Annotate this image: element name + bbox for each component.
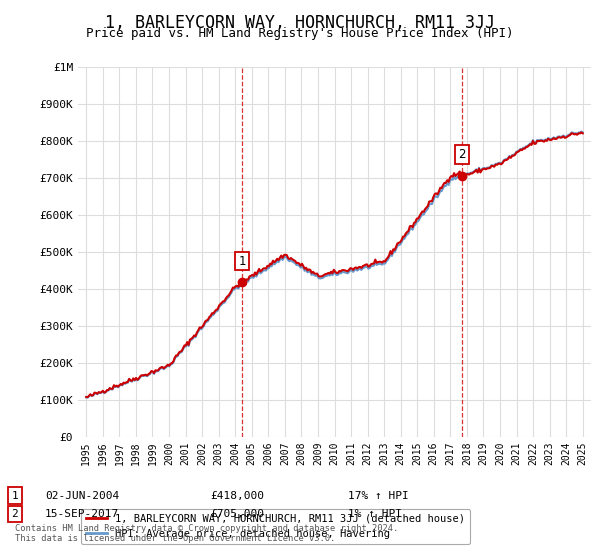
Text: 15-SEP-2017: 15-SEP-2017 [45, 509, 119, 519]
Text: 17% ↑ HPI: 17% ↑ HPI [348, 491, 409, 501]
Text: 2: 2 [11, 509, 19, 519]
Text: 1: 1 [238, 255, 246, 268]
Text: 02-JUN-2004: 02-JUN-2004 [45, 491, 119, 501]
Text: 2: 2 [458, 148, 466, 161]
Text: Contains HM Land Registry data © Crown copyright and database right 2024.: Contains HM Land Registry data © Crown c… [15, 524, 398, 533]
Text: This data is licensed under the Open Government Licence v3.0.: This data is licensed under the Open Gov… [15, 534, 335, 543]
Text: £418,000: £418,000 [210, 491, 264, 501]
Legend: 1, BARLEYCORN WAY, HORNCHURCH, RM11 3JJ (detached house), HPI: Average price, de: 1, BARLEYCORN WAY, HORNCHURCH, RM11 3JJ … [80, 508, 470, 544]
Text: £705,000: £705,000 [210, 509, 264, 519]
Text: 1: 1 [11, 491, 19, 501]
Text: 1% ↑ HPI: 1% ↑ HPI [348, 509, 402, 519]
Text: Price paid vs. HM Land Registry's House Price Index (HPI): Price paid vs. HM Land Registry's House … [86, 27, 514, 40]
Text: 1, BARLEYCORN WAY, HORNCHURCH, RM11 3JJ: 1, BARLEYCORN WAY, HORNCHURCH, RM11 3JJ [105, 14, 495, 32]
